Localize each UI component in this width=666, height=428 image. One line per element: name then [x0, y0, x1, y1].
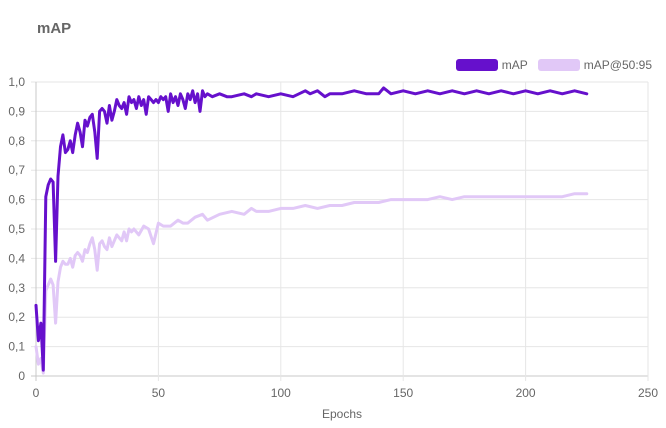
y-tick-label: 0,1	[8, 340, 25, 354]
series-line-map-50-95[interactable]	[34, 192, 589, 375]
x-tick-label: 50	[152, 386, 166, 400]
y-tick-label: 0,2	[8, 310, 25, 324]
chart-legend: mAP mAP@50:95	[455, 58, 652, 72]
x-tick-label: 0	[33, 386, 40, 400]
legend-item-map[interactable]: mAP	[455, 58, 528, 72]
chart-series	[34, 86, 589, 375]
y-tick-label: 0,3	[8, 281, 25, 295]
legend-swatch-map	[455, 59, 498, 71]
legend-item-map-50-95[interactable]: mAP@50:95	[537, 58, 652, 72]
x-tick-label: 100	[271, 386, 291, 400]
y-tick-label: 0,4	[8, 251, 25, 265]
y-tick-label: 0,7	[8, 163, 25, 177]
y-tick-label: 0,5	[8, 222, 25, 236]
y-tick-label: 0,8	[8, 134, 25, 148]
y-tick-label: 0	[18, 369, 25, 383]
x-axis-title: Epochs	[322, 407, 362, 421]
y-tick-label: 0,6	[8, 193, 25, 207]
legend-swatch-map-50-95	[537, 59, 580, 71]
chart-axes: 0 0,1 0,2 0,3 0,4 0,5 0,6 0,7 0,8 0,9 1,0 0 50 100 150…	[8, 75, 658, 400]
x-tick-label: 200	[516, 386, 536, 400]
y-tick-label: 0,9	[8, 104, 25, 118]
x-tick-label: 150	[393, 386, 413, 400]
y-tick-label: 1,0	[8, 75, 25, 89]
legend-label-map: mAP	[501, 58, 528, 72]
legend-label-map-50-95: mAP@50:95	[583, 58, 652, 72]
series-line-map[interactable]	[34, 86, 589, 372]
chart-title: mAP	[37, 20, 72, 37]
x-tick-label: 250	[638, 386, 658, 400]
